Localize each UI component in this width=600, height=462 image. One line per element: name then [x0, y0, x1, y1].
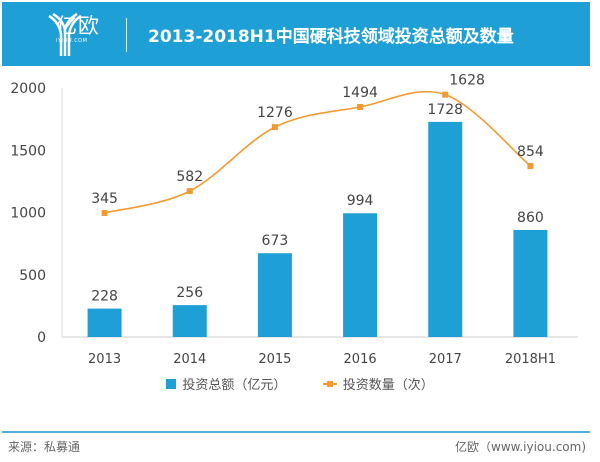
line-data-label: 1494 — [342, 85, 378, 101]
bar-data-label: 256 — [176, 285, 203, 301]
bar — [87, 308, 122, 337]
chart-title: 2013-2018H1中国硬科技领域投资总额及数量 — [148, 27, 514, 47]
x-tick-label: 2013 — [88, 352, 121, 367]
count-line — [104, 90, 531, 214]
y-tick-label: 1000 — [10, 206, 46, 222]
bar — [343, 213, 378, 337]
x-tick-label: 2017 — [429, 352, 462, 367]
y-tick-label: 0 — [37, 330, 46, 346]
bar-data-label: 1728 — [427, 102, 463, 118]
bar — [428, 121, 463, 337]
y-tick-label: 1500 — [10, 143, 46, 159]
line-data-label: 1276 — [257, 105, 293, 121]
line-data-label: 582 — [176, 169, 203, 185]
bar-data-label: 228 — [91, 289, 118, 305]
legend-line-swatch — [322, 380, 337, 387]
bar-data-label: 994 — [347, 193, 374, 209]
bar-data-label: 860 — [517, 210, 544, 226]
legend-bar-label: 投资总额（亿元） — [182, 378, 287, 393]
legend: 投资总额（亿元） 投资数量（次） — [0, 374, 600, 393]
bar-data-label: 673 — [262, 233, 289, 249]
line-point — [101, 209, 108, 216]
iyiou-logo-icon — [48, 12, 82, 56]
header-separator — [126, 18, 127, 52]
x-tick-label: 2016 — [344, 352, 377, 367]
logo-subtext: IYIOU.COM — [56, 38, 88, 44]
header-banner: 亿欧 IYIOU.COM 2013-2018H1中国硬科技领域投资总额及数量 — [2, 2, 590, 66]
line-data-label: 854 — [517, 144, 544, 160]
legend-bar-swatch — [166, 378, 177, 389]
x-tick-label: 2015 — [258, 352, 291, 367]
source-text: 来源：私募通 — [8, 440, 81, 454]
credit-text: 亿欧（www.iyiou.com) — [455, 440, 586, 454]
line-data-label: 1628 — [449, 73, 485, 89]
bar — [513, 229, 548, 337]
logo-text: 亿欧 — [56, 14, 100, 38]
line-data-label: 345 — [91, 191, 118, 207]
y-tick-label: 500 — [19, 268, 46, 284]
line-point — [442, 91, 449, 98]
line-point — [527, 163, 534, 170]
y-tick-label: 2000 — [10, 81, 46, 97]
line-point — [357, 103, 364, 110]
x-tick-label: 2018H1 — [505, 352, 556, 367]
bar — [172, 305, 207, 337]
legend-line-label: 投资数量（次） — [342, 378, 434, 393]
line-point — [271, 124, 278, 131]
line-point — [186, 188, 193, 195]
footer-divider — [2, 431, 590, 433]
x-tick-label: 2014 — [173, 352, 206, 367]
bar — [257, 253, 292, 337]
